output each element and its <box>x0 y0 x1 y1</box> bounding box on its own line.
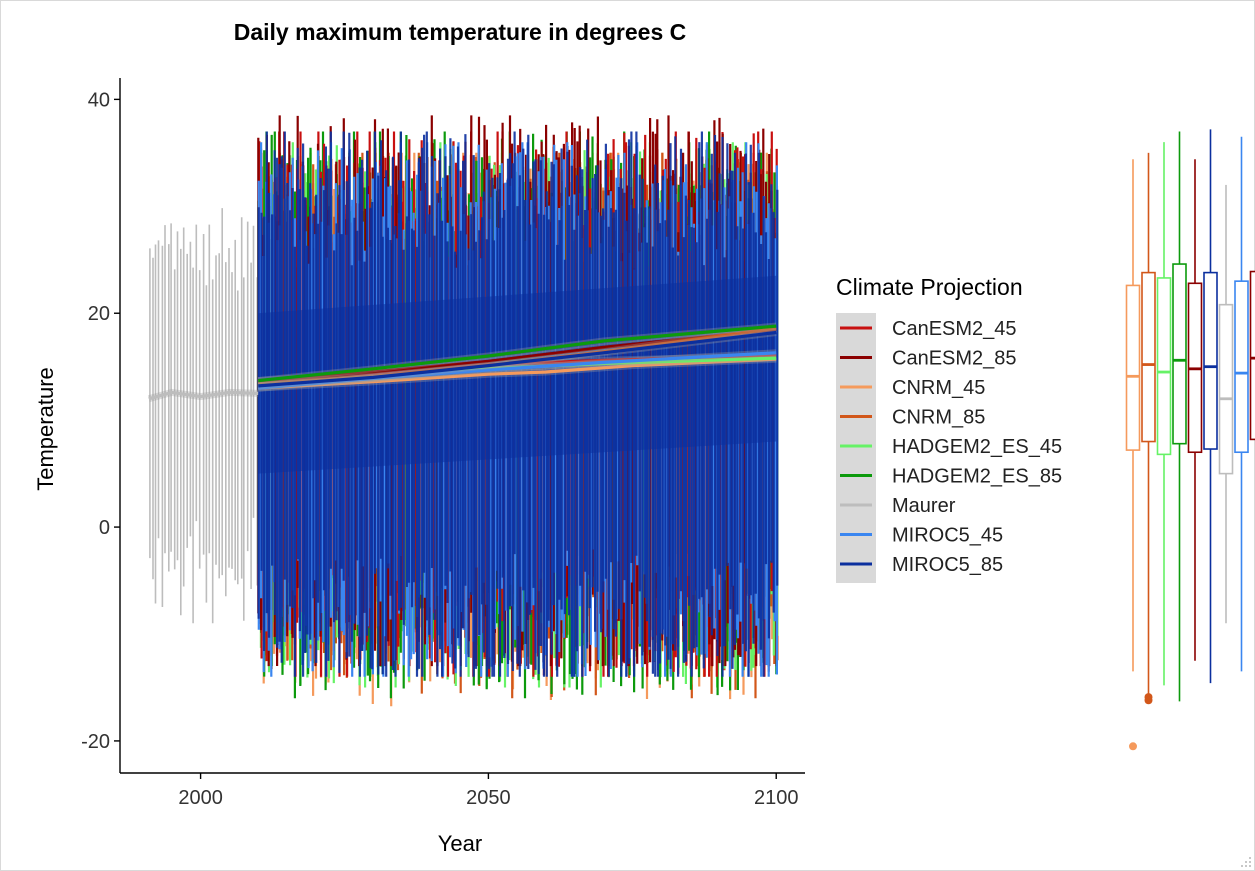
resize-grip-icon[interactable] <box>1241 857 1251 867</box>
y-tick-label: 40 <box>88 89 110 111</box>
box-1 <box>1141 152 1156 705</box>
svg-text:Maurer: Maurer <box>892 495 956 517</box>
box-3 <box>1172 131 1187 702</box>
legend-item-CNRM_85: CNRM_85 <box>840 407 985 429</box>
trend-line-HADGEM2_ES_85 <box>258 324 777 383</box>
x-tick-label: 2100 <box>754 787 799 809</box>
box-5 <box>1203 129 1218 684</box>
x-axis-label: Year <box>438 831 482 856</box>
legend-item-CanESM2_45: CanESM2_45 <box>840 318 1017 340</box>
svg-text:CanESM2_45: CanESM2_45 <box>892 318 1017 340</box>
box-8 <box>1249 270 1255 441</box>
x-tick-label: 2000 <box>178 787 223 809</box>
svg-text:CanESM2_85: CanESM2_85 <box>892 348 1017 370</box>
box-4 <box>1187 159 1203 661</box>
boxplot-panel <box>1125 129 1255 751</box>
box-2 <box>1156 142 1172 686</box>
trend-line-MIROC5_85 <box>258 330 777 388</box>
trend-line-CNRM_45 <box>258 357 777 390</box>
y-tick-label: 20 <box>88 303 110 325</box>
box-6 <box>1218 184 1234 624</box>
svg-text:CNRM_45: CNRM_45 <box>892 377 985 399</box>
y-axis-label: Temperature <box>33 367 58 491</box>
svg-text:CNRM_85: CNRM_85 <box>892 407 985 429</box>
legend: Climate Projection CanESM2_45CanESM2_85C… <box>836 274 1062 583</box>
svg-text:MIROC5_45: MIROC5_45 <box>892 525 1003 547</box>
line-plot-panel: 40 20 0 -20 2000 2050 2100 <box>81 78 805 809</box>
legend-item-CanESM2_85: CanESM2_85 <box>840 348 1017 370</box>
svg-text:HADGEM2_ES_85: HADGEM2_ES_85 <box>892 466 1062 488</box>
legend-title: Climate Projection <box>836 274 1023 300</box>
legend-item-Maurer: Maurer <box>840 495 956 517</box>
legend-item-MIROC5_45: MIROC5_45 <box>840 525 1003 547</box>
legend-item-CNRM_45: CNRM_45 <box>840 377 985 399</box>
box-0 <box>1125 159 1141 751</box>
legend-entries: CanESM2_45 CanESM2_85 CNRM_45 CNRM_85 HADGEM… <box>840 318 1062 576</box>
y-tick-label: -20 <box>81 731 110 753</box>
legend-key-background <box>836 313 876 583</box>
trend-line-CanESM2_85 <box>258 327 777 385</box>
legend-item-MIROC5_85: MIROC5_85 <box>840 554 1003 576</box>
svg-text:MIROC5_85: MIROC5_85 <box>892 554 1003 576</box>
series-trace-Maurer <box>149 208 258 624</box>
y-tick-label: 0 <box>99 517 110 539</box>
legend-item-HADGEM2_ES_85: HADGEM2_ES_85 <box>840 466 1062 488</box>
trend-line-Maurer <box>148 390 259 401</box>
svg-text:HADGEM2_ES_45: HADGEM2_ES_45 <box>892 436 1062 458</box>
trace-density-core <box>258 275 777 474</box>
box-7 <box>1234 136 1249 672</box>
chart-title: Daily maximum temperature in degrees C <box>234 19 687 45</box>
x-tick-label: 2050 <box>466 787 511 809</box>
legend-item-HADGEM2_ES_45: HADGEM2_ES_45 <box>840 436 1062 458</box>
